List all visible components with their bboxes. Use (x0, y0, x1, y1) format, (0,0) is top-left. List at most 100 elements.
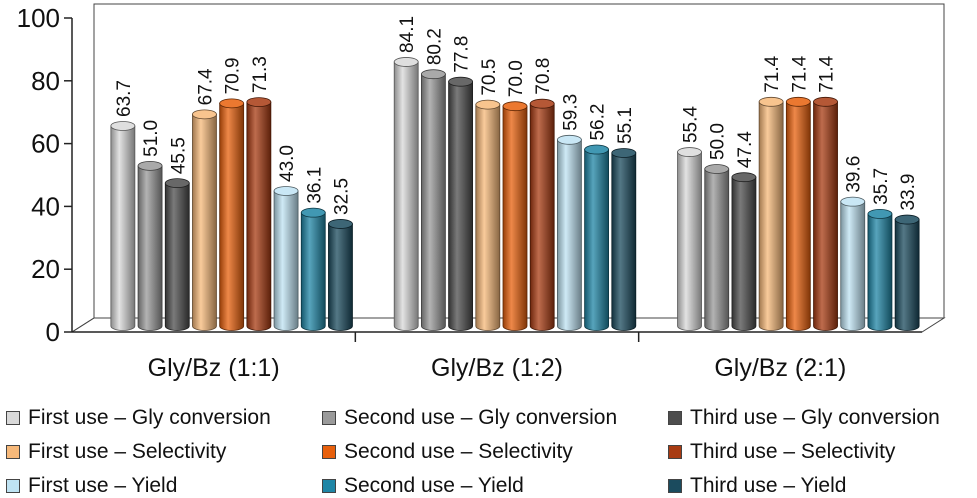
bar-top (448, 76, 474, 87)
legend-label: Second use – Yield (344, 474, 524, 497)
bar (393, 57, 419, 331)
data-label: 70.9 (223, 57, 244, 94)
data-label: 32.5 (331, 178, 352, 215)
legend-item: Second use – Gly conversion (322, 406, 617, 430)
legend-label: Third use – Yield (690, 474, 847, 497)
data-label: 70.5 (479, 59, 500, 96)
data-label: 39.6 (844, 156, 865, 193)
data-label: 33.9 (898, 174, 919, 211)
data-label: 84.1 (397, 16, 418, 53)
bar (867, 209, 893, 331)
bar-top (677, 147, 702, 157)
legend-swatch (668, 479, 682, 493)
bar (677, 147, 702, 331)
legend-label: Second use – Gly conversion (344, 406, 618, 429)
bar (448, 76, 474, 331)
data-label: 63.7 (114, 80, 135, 117)
bar-top (110, 121, 136, 131)
bar-top (246, 97, 272, 108)
bar (137, 160, 163, 331)
bar-top (273, 186, 299, 196)
bar-top (704, 164, 730, 174)
bar-top (611, 148, 637, 158)
legend-swatch (6, 479, 20, 493)
bar-body (557, 139, 582, 331)
bar-body (867, 213, 893, 331)
bar-body (300, 212, 326, 331)
bar-body (813, 101, 838, 331)
bar (219, 98, 245, 331)
bar-body (475, 104, 501, 331)
bar-top (219, 98, 245, 109)
legend-item: Second use – Selectivity (322, 440, 573, 464)
bar-top (502, 101, 528, 112)
bar (731, 172, 757, 331)
legend-label: Second use – Selectivity (344, 440, 573, 463)
bar (273, 186, 299, 331)
bar-top (557, 134, 582, 145)
x-tick-label: Gly/Bz (2:1) (714, 354, 846, 382)
data-label: 50.0 (708, 123, 729, 160)
legend-label: First use – Yield (28, 474, 178, 497)
data-label: 71.4 (789, 55, 810, 92)
legend-swatch (6, 411, 20, 425)
bar-body (785, 101, 811, 331)
bar-body (137, 165, 163, 331)
bar-body (273, 190, 299, 331)
legend-swatch (322, 479, 336, 493)
bar (328, 219, 353, 331)
chart-legend: First use – Gly conversion Second use – G… (0, 400, 977, 497)
bar-top (867, 209, 893, 219)
legend-item: First use – Selectivity (6, 440, 226, 464)
legend-swatch (668, 445, 682, 459)
bar (584, 144, 609, 331)
bar-body (110, 125, 136, 331)
bar-body (704, 168, 730, 331)
data-label: 77.8 (452, 36, 473, 73)
bar (246, 97, 272, 331)
bar (813, 96, 838, 331)
y-tick-label: 20 (31, 254, 60, 284)
bar-top (137, 160, 163, 171)
x-tick-label: Gly/Bz (1:1) (148, 354, 280, 382)
bar-top (328, 219, 353, 229)
bar-body (611, 152, 637, 331)
data-label: 59.3 (560, 94, 581, 131)
data-label: 80.2 (424, 28, 445, 65)
bar-top (813, 96, 838, 107)
bar-top (420, 69, 446, 80)
legend-item: First use – Yield (6, 474, 177, 498)
bar-body (677, 151, 702, 331)
legend-label: First use – Selectivity (28, 440, 227, 463)
bar-body (894, 219, 920, 331)
bar-top (192, 109, 217, 120)
data-label: 51.0 (141, 120, 162, 157)
x-tick-label: Gly/Bz (1:2) (431, 354, 563, 382)
bar-body (502, 105, 528, 331)
legend-item: Third use – Gly conversion (668, 406, 940, 430)
bar (704, 164, 730, 331)
bar-body (393, 61, 419, 331)
bar-body (840, 201, 866, 331)
data-label: 67.4 (195, 68, 216, 105)
bar (529, 98, 555, 331)
legend-swatch (668, 411, 682, 425)
legend-label: First use – Gly conversion (28, 406, 271, 429)
bar (502, 101, 528, 331)
bar-top (393, 57, 419, 67)
data-label: 47.4 (735, 131, 756, 168)
wall-edge (71, 317, 95, 333)
bar (420, 69, 446, 331)
bar-body (219, 102, 245, 331)
legend-swatch (322, 411, 336, 425)
bar-body (758, 101, 784, 331)
legend-item: Second use – Yield (322, 474, 524, 498)
bar (164, 178, 190, 331)
bar (758, 96, 784, 331)
data-label: 36.1 (304, 167, 325, 204)
bar-top (758, 96, 784, 107)
bar (110, 121, 136, 331)
legend-item: Third use – Yield (668, 474, 846, 498)
bar (840, 196, 866, 331)
bar-body (328, 223, 353, 331)
